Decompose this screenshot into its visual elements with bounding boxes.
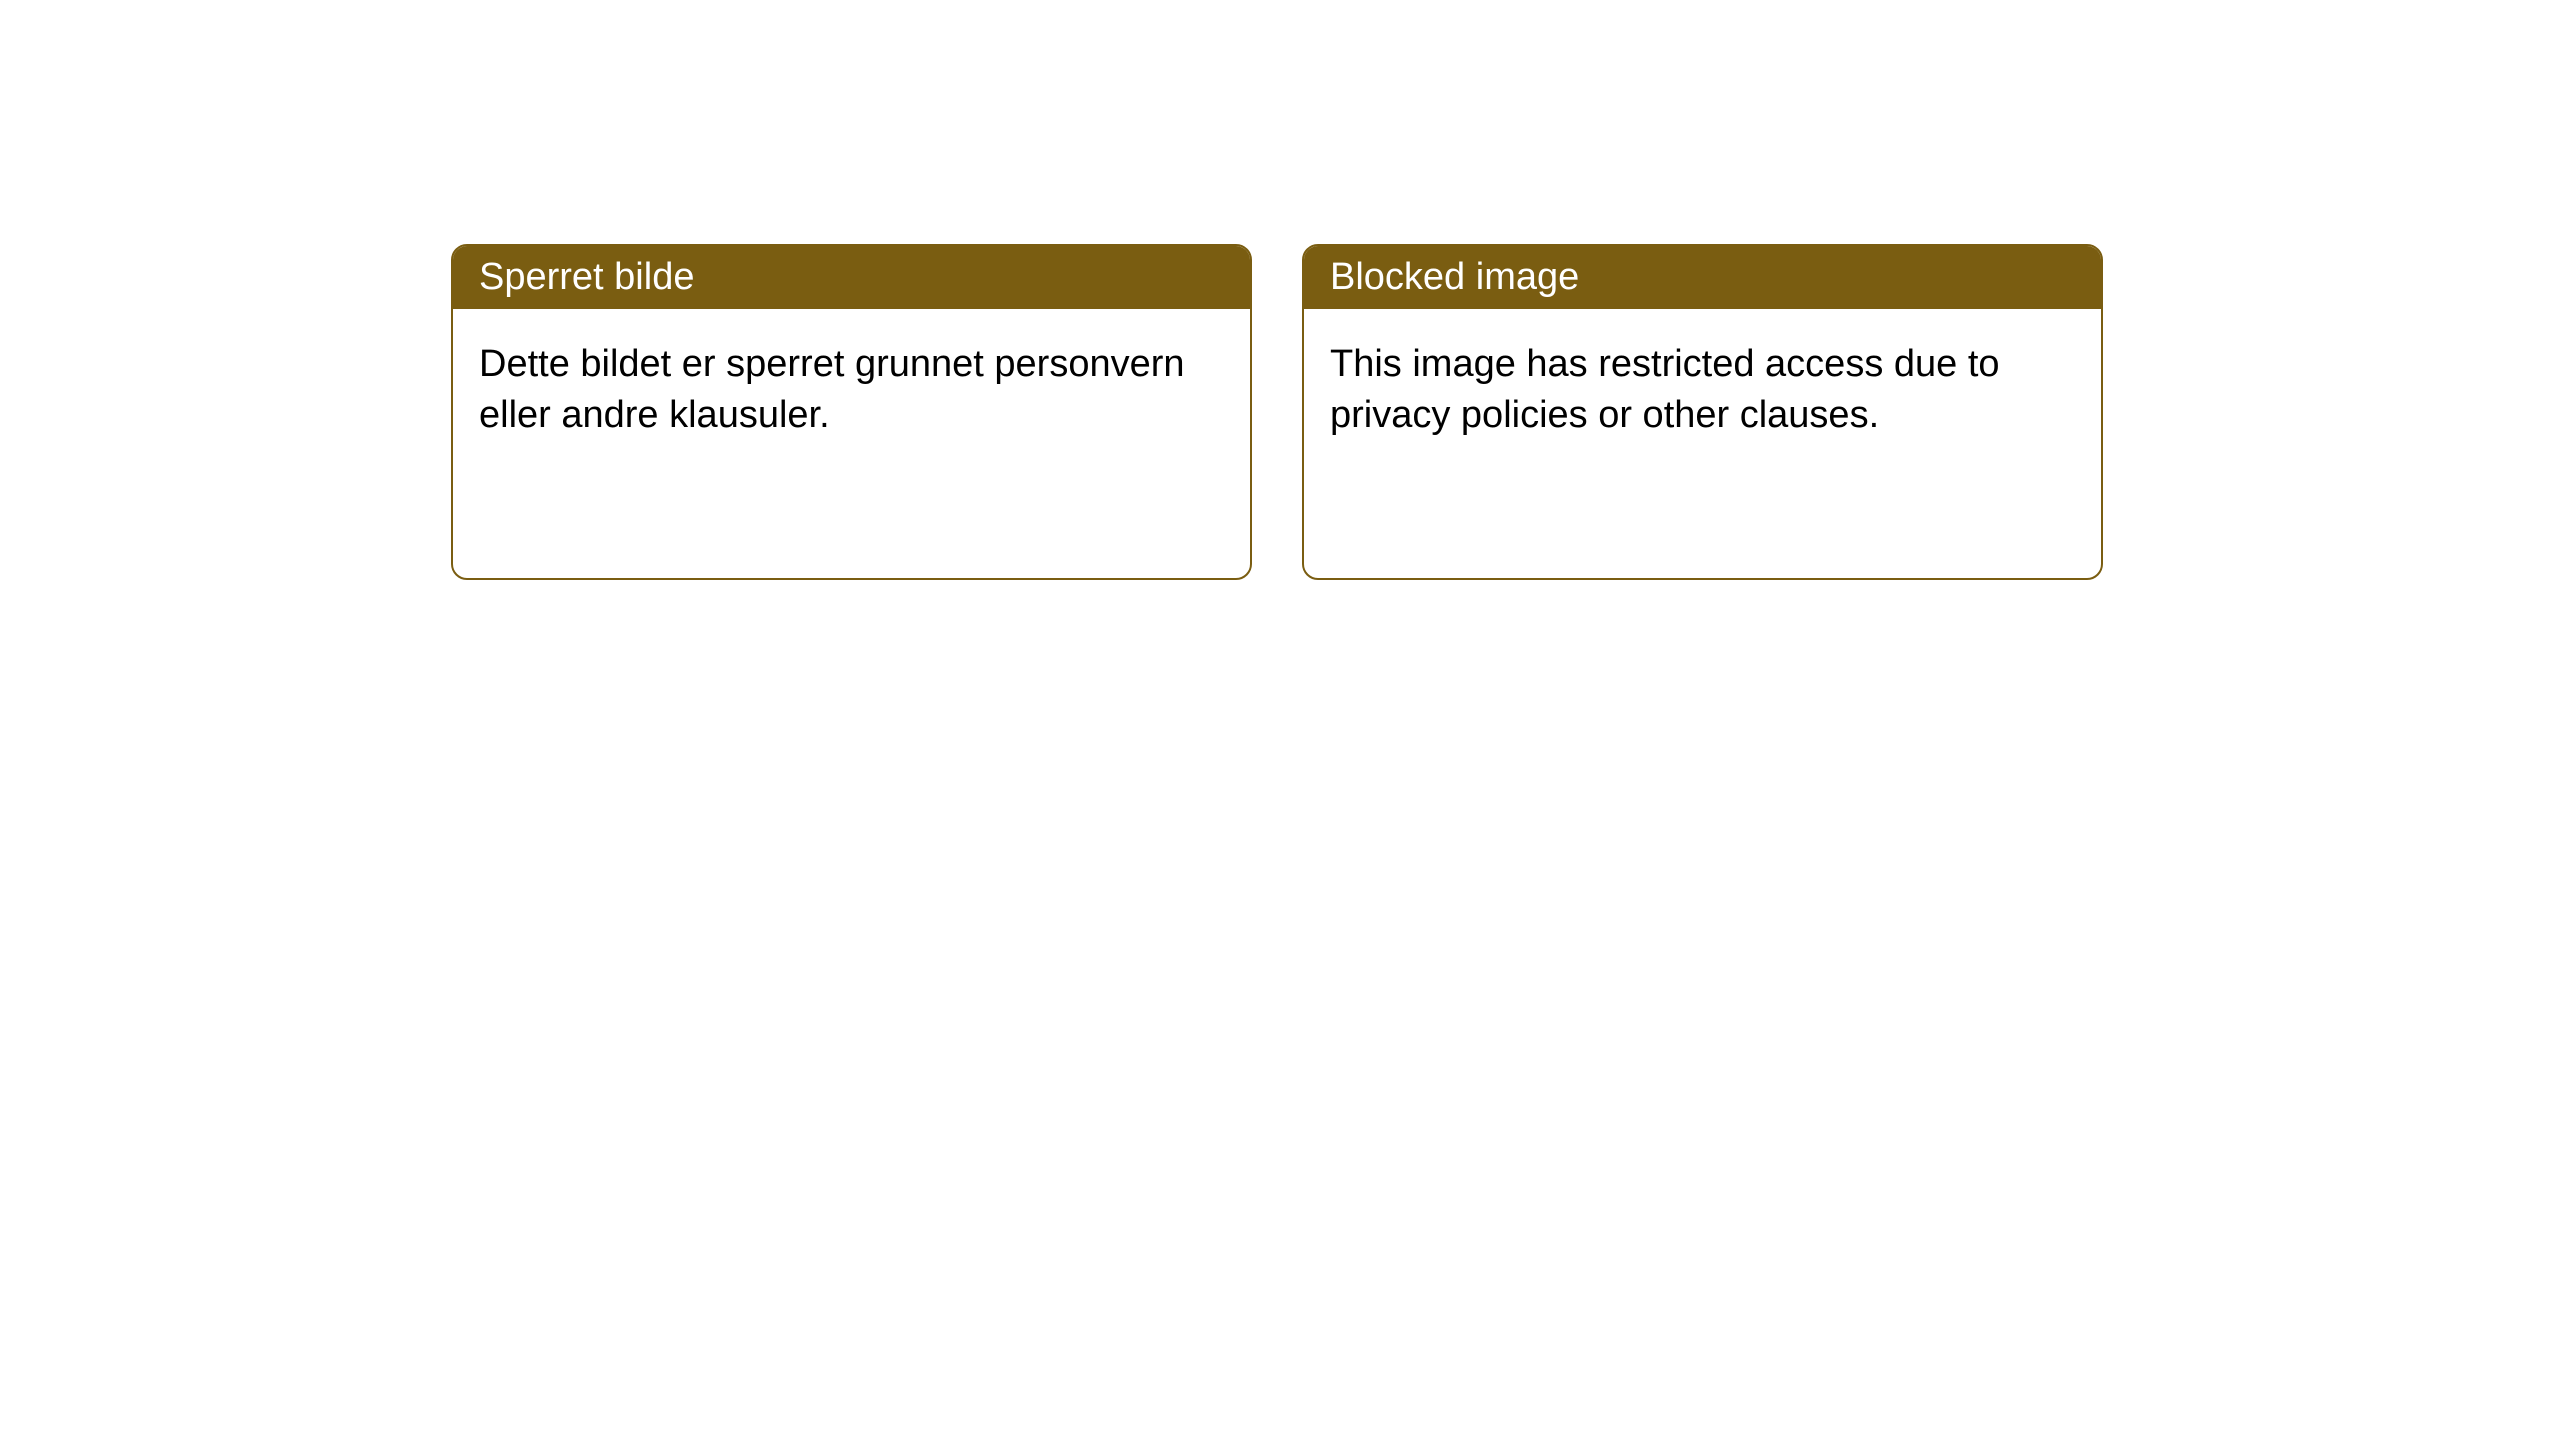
card-body-en: This image has restricted access due to … [1304,309,2101,472]
blocked-image-card-no: Sperret bilde Dette bildet er sperret gr… [451,244,1252,580]
card-title-no: Sperret bilde [479,256,694,298]
card-text-no: Dette bildet er sperret grunnet personve… [479,343,1185,436]
card-header-en: Blocked image [1304,246,2101,309]
card-header-no: Sperret bilde [453,246,1250,309]
notice-container: Sperret bilde Dette bildet er sperret gr… [0,0,2560,580]
card-body-no: Dette bildet er sperret grunnet personve… [453,309,1250,472]
card-title-en: Blocked image [1330,256,1579,298]
blocked-image-card-en: Blocked image This image has restricted … [1302,244,2103,580]
card-text-en: This image has restricted access due to … [1330,343,2000,436]
